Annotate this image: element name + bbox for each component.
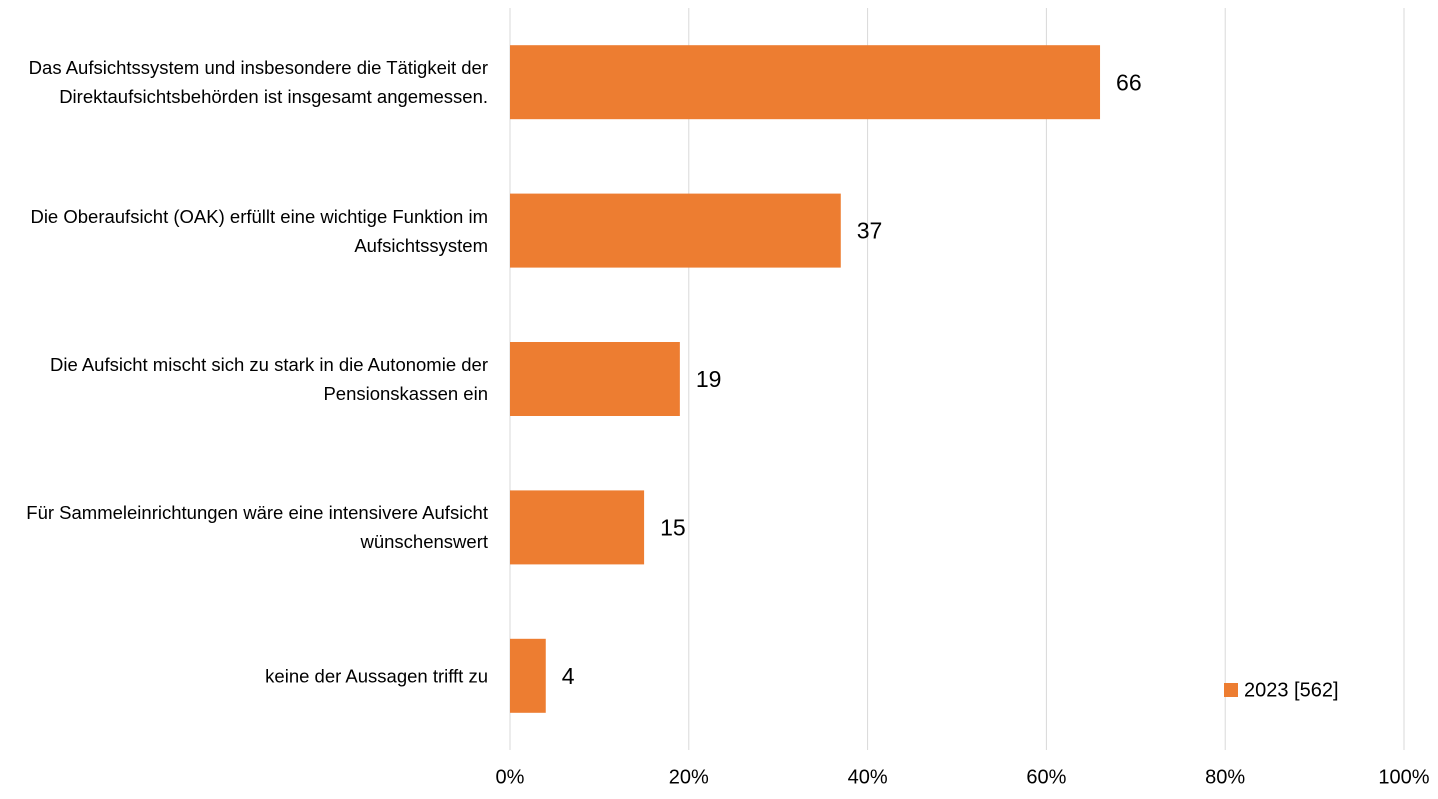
bar bbox=[510, 638, 546, 713]
bar bbox=[510, 193, 841, 268]
x-tick-label: 40% bbox=[848, 766, 888, 788]
y-tick-label: Für Sammeleinrichtungen wäre eine intens… bbox=[26, 502, 488, 553]
bar bbox=[510, 490, 645, 565]
y-tick-label: Die Oberaufsicht (OAK) erfüllt eine wich… bbox=[30, 205, 488, 256]
x-tick-label: 0% bbox=[496, 766, 525, 788]
bar bbox=[510, 45, 1101, 120]
x-tick-label: 20% bbox=[669, 766, 709, 788]
data-label: 15 bbox=[660, 514, 686, 540]
legend-swatch bbox=[1224, 683, 1238, 697]
x-tick-label: 80% bbox=[1205, 766, 1245, 788]
data-label: 37 bbox=[857, 218, 883, 244]
bar bbox=[510, 342, 680, 416]
x-tick-label: 60% bbox=[1026, 766, 1066, 788]
data-label: 4 bbox=[562, 663, 575, 689]
data-label: 19 bbox=[696, 366, 722, 392]
legend-label: 2023 [562] bbox=[1244, 679, 1339, 701]
y-tick-label: keine der Aussagen trifft zu bbox=[265, 665, 488, 687]
x-tick-label: 100% bbox=[1378, 766, 1429, 788]
y-tick-label: Die Aufsicht mischt sich zu stark in die… bbox=[49, 354, 488, 404]
data-label: 66 bbox=[1116, 69, 1142, 95]
y-tick-label: Das Aufsichtssystem und insbesondere die… bbox=[28, 57, 488, 108]
